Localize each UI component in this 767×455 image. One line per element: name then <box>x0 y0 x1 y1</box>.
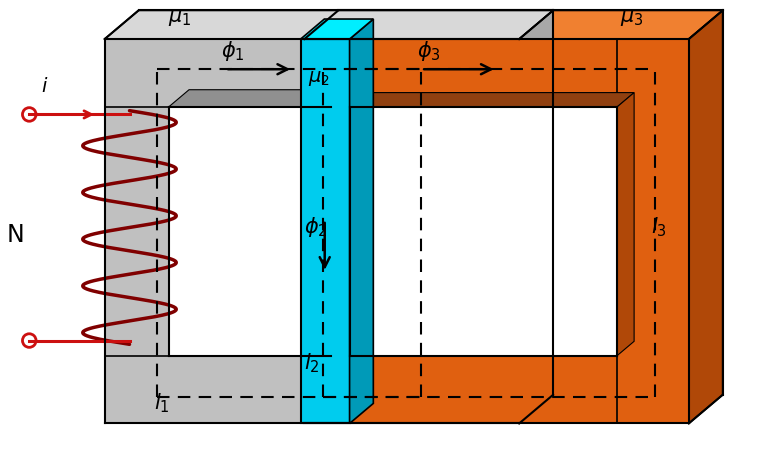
Polygon shape <box>350 92 634 107</box>
Polygon shape <box>301 39 350 424</box>
Polygon shape <box>104 39 169 424</box>
Polygon shape <box>304 39 689 107</box>
Text: $\phi_2$: $\phi_2$ <box>304 216 328 239</box>
Polygon shape <box>104 356 519 424</box>
Polygon shape <box>350 107 617 356</box>
Text: $\phi_3$: $\phi_3$ <box>417 39 441 63</box>
Polygon shape <box>301 19 374 39</box>
Text: $\mu_3$: $\mu_3$ <box>621 8 644 28</box>
Polygon shape <box>689 10 723 424</box>
Polygon shape <box>331 90 351 356</box>
Text: $\phi_1$: $\phi_1$ <box>222 39 245 63</box>
Text: $l_3$: $l_3$ <box>651 216 667 239</box>
Text: $\mu_2$: $\mu_2$ <box>308 69 330 88</box>
Text: $\mu_1$: $\mu_1$ <box>168 8 192 28</box>
Polygon shape <box>304 356 689 424</box>
Polygon shape <box>519 10 553 424</box>
Polygon shape <box>104 10 553 39</box>
Text: N: N <box>7 223 25 247</box>
Polygon shape <box>617 92 634 356</box>
Polygon shape <box>617 39 689 424</box>
Text: i: i <box>41 76 47 96</box>
Polygon shape <box>169 107 331 356</box>
Polygon shape <box>304 10 723 39</box>
Text: $l_1$: $l_1$ <box>153 392 170 415</box>
Text: $l_2$: $l_2$ <box>304 352 320 375</box>
Polygon shape <box>169 90 351 107</box>
Polygon shape <box>104 39 519 107</box>
Polygon shape <box>350 19 374 424</box>
